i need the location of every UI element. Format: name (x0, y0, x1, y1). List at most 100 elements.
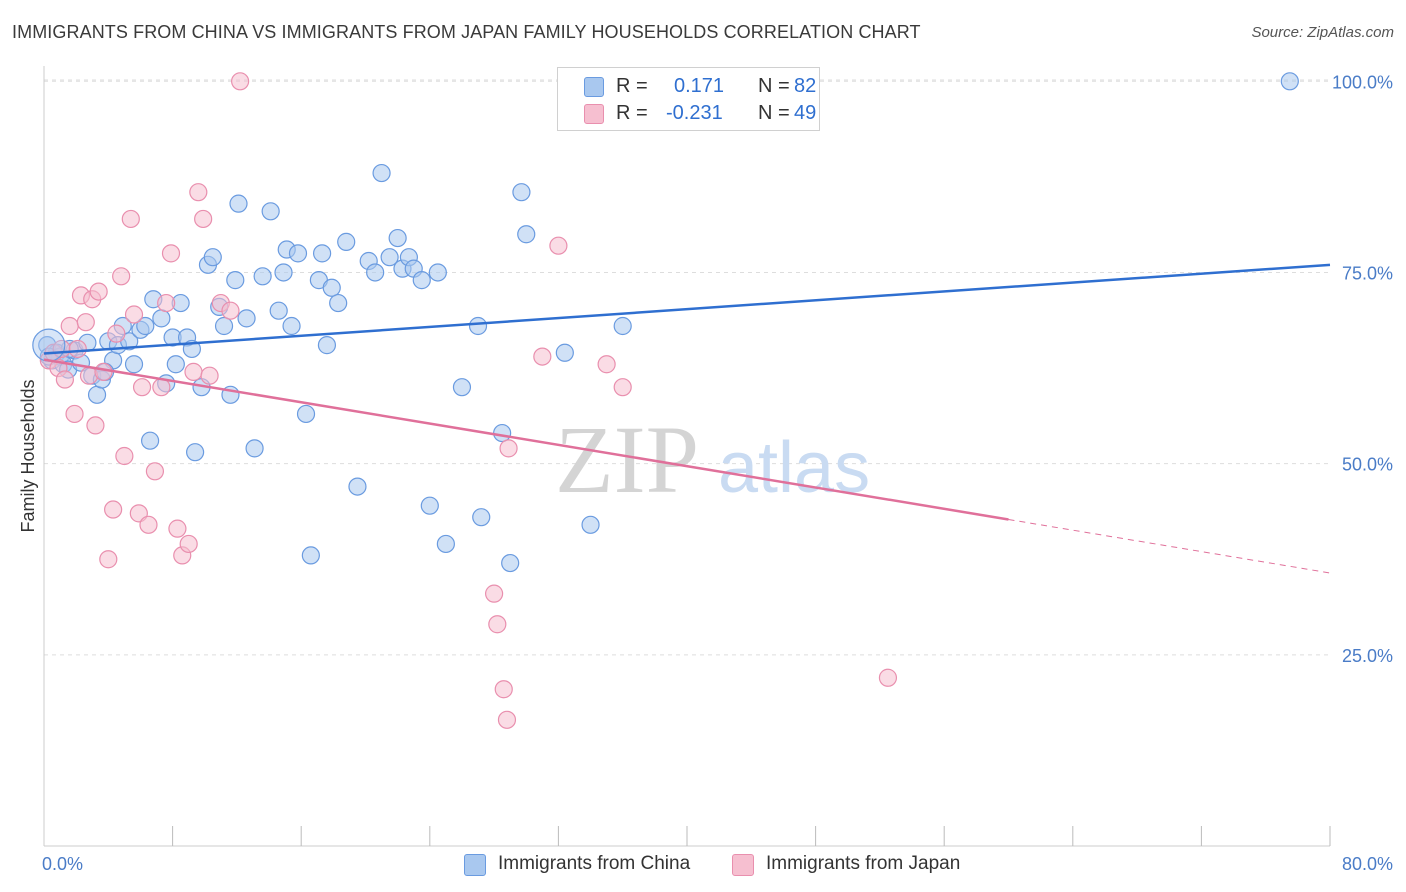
japan-point (194, 209, 213, 229)
bottom-china-swatch (464, 854, 486, 876)
japan-point (168, 519, 187, 538)
china-point (282, 316, 301, 336)
china-point (581, 515, 600, 534)
china-point (237, 309, 256, 328)
japan-point (112, 267, 131, 286)
china-point (436, 534, 455, 554)
japan-point (189, 183, 208, 202)
china-point (140, 431, 160, 450)
china-point (124, 355, 144, 374)
japan-point (132, 378, 152, 397)
axis-layer (43, 66, 1331, 847)
x-tick-label: 80.0% (1342, 854, 1393, 874)
japan-r-value: -0.231 (666, 102, 723, 124)
japan-point (497, 710, 517, 729)
china-point (229, 194, 248, 213)
japan-point (121, 209, 140, 229)
china-point (245, 439, 264, 458)
trend-layer (43, 263, 1331, 574)
china-point (517, 225, 536, 244)
y-tick-label: 75.0% (1342, 263, 1393, 283)
china-point (288, 244, 308, 263)
china-point (312, 244, 332, 263)
china-point (274, 263, 293, 282)
japan-point (107, 324, 126, 343)
japan-point (597, 355, 616, 374)
china-swatch (584, 77, 604, 97)
china-point (301, 546, 320, 565)
china-point (428, 263, 447, 282)
japan-point (115, 446, 134, 466)
china-point (226, 271, 245, 290)
japan-point (184, 362, 203, 381)
china-r-label: R = (616, 75, 648, 97)
china-point (372, 163, 391, 183)
source-label: Source: ZipAtlas.com (1251, 24, 1394, 41)
china-point (166, 355, 185, 374)
china-point (269, 301, 288, 320)
japan-point (145, 462, 165, 481)
china-point (348, 477, 367, 496)
x-tick-label: 0.0% (42, 854, 83, 874)
watermark: ZIP atlas (555, 406, 870, 513)
china-point (501, 553, 520, 573)
japan-point (104, 500, 123, 519)
japan-point (124, 305, 144, 324)
bottom-japan-label: Immigrants from Japan (766, 853, 961, 874)
china-point (32, 328, 66, 362)
japan-point (139, 515, 158, 534)
japan-point (94, 362, 113, 381)
china-point (1280, 72, 1299, 91)
y-axis-label: Family Households (18, 379, 38, 532)
china-trend-line (43, 263, 1331, 355)
label-layer: 25.0% 50.0% 75.0% 100.0% 0.0% 80.0% Family Hou… (18, 72, 1393, 874)
japan-n-label: N = (758, 102, 790, 124)
japan-point (878, 668, 898, 687)
japan-point (549, 236, 568, 255)
watermark-zip: ZIP (555, 406, 699, 513)
japan-point (179, 534, 198, 554)
bottom-legend-china: Immigrants from China (464, 851, 724, 877)
china-point (87, 385, 107, 404)
china-point (317, 336, 337, 355)
china-point (493, 423, 512, 443)
china-point (555, 343, 574, 362)
japan-point (613, 378, 632, 397)
japan-point (65, 404, 84, 424)
china-point (253, 267, 272, 286)
japan-point (485, 584, 504, 603)
japan-point (60, 316, 79, 336)
y-tick-label: 50.0% (1342, 455, 1393, 475)
japan-swatch (584, 104, 604, 124)
watermark-atlas: atlas (718, 428, 870, 508)
japan-point (221, 301, 240, 320)
japan-point (200, 366, 219, 385)
china-point (452, 378, 472, 397)
japan-point (76, 313, 95, 332)
china-point (420, 496, 439, 515)
china-point (136, 316, 155, 336)
japan-point (231, 72, 250, 91)
china-point (412, 271, 431, 290)
points-layer (32, 72, 1299, 729)
chart-title: IMMIGRANTS FROM CHINA VS IMMIGRANTS FROM… (12, 22, 921, 42)
japan-trend-line (43, 358, 1009, 521)
japan-point (99, 550, 118, 569)
china-point (329, 293, 348, 313)
japan-n-value: 49 (794, 102, 817, 124)
china-point (388, 228, 407, 248)
china-point (186, 443, 205, 462)
japan-point (68, 339, 87, 359)
japan-point (55, 370, 74, 389)
bottom-legend-japan: Immigrants from Japan (732, 851, 992, 877)
china-point (472, 508, 491, 527)
japan-point (161, 244, 181, 263)
china-point (613, 316, 632, 336)
china-point (214, 316, 234, 336)
japan-r-label: R = (616, 102, 648, 124)
bottom-china-label: Immigrants from China (498, 853, 691, 874)
japan-point (533, 347, 552, 366)
bottom-japan-swatch (732, 854, 754, 876)
china-point (261, 202, 280, 221)
